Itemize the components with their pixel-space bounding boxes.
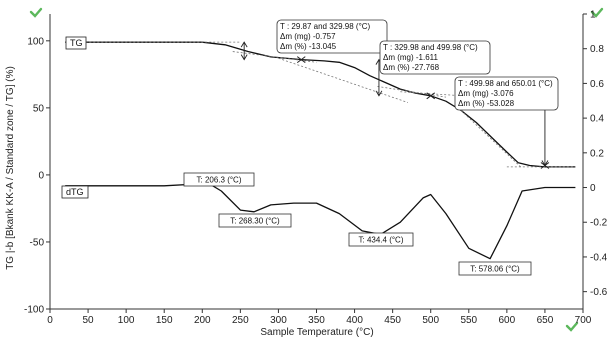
y-right-tick-label: 0.8	[590, 44, 604, 55]
x-tick-label: 400	[346, 315, 363, 326]
step-marker	[296, 56, 306, 63]
y-right-tick-label: 0.6	[590, 79, 604, 90]
x-tick-label: 150	[156, 315, 173, 326]
y-right-tick-label: 0.4	[590, 114, 604, 125]
x-tick-label: 600	[499, 315, 516, 326]
tangent-line	[460, 110, 523, 169]
step-annotation-line: Δm (%) -13.045	[280, 42, 337, 51]
green-check-icon	[565, 321, 579, 332]
step-annotation-line: Δm (mg) -1.611	[383, 53, 439, 62]
step-arrow-head-down	[375, 90, 383, 97]
x-tick-label: 250	[232, 315, 249, 326]
y-right-tick-label: 0.2	[590, 148, 604, 159]
series-label-box	[65, 36, 87, 50]
step-annotation-line: T : 329.98 and 499.98 (°C)	[383, 43, 478, 52]
step-annotation-box	[276, 19, 388, 54]
peak-label-box	[458, 261, 532, 276]
ticks: 0 50 100 150 200 250 300 350 400 450 500 550 600 650 7…	[24, 10, 608, 327]
step-arrow-head-down	[240, 54, 248, 61]
x-tick-label: 0	[47, 315, 53, 326]
x-tick-label: 350	[308, 315, 325, 326]
green-check-icon	[29, 7, 43, 18]
x-tick-label: 50	[83, 315, 95, 326]
x-tick-label: 450	[384, 315, 401, 326]
annotations: TG dTG T : 29.87 and 329.98 (°C)Δm (mg) -0…	[61, 19, 559, 276]
x-tick-label: 650	[537, 315, 554, 326]
series-label: dTG	[66, 187, 84, 197]
axes	[29, 7, 604, 332]
y-right-tick-label: -0.6	[590, 287, 608, 298]
tangent-line	[278, 57, 409, 103]
y-right-tick-label: -0.4	[590, 252, 608, 263]
y-left-tick-label: 0	[38, 170, 44, 181]
peak-label-box	[348, 232, 414, 247]
x-tick-label: 200	[194, 315, 211, 326]
x-tick-label: 500	[422, 315, 439, 326]
x-tick-label: 300	[270, 315, 287, 326]
y-right-tick-label: -0.2	[590, 218, 608, 229]
x-tick-label: 700	[575, 315, 592, 326]
step-arrow-head-up	[240, 41, 248, 48]
step-annotation-line: Δm (mg) -0.757	[280, 32, 336, 41]
step-annotation-line: T : 29.87 and 329.98 (°C)	[280, 22, 371, 31]
y-left-tick-label: -50	[30, 237, 45, 248]
step-annotation-line: Δm (%) -53.028	[458, 99, 515, 108]
peak-label: T: 434.4 (°C)	[359, 236, 404, 245]
series-line-tg	[65, 41, 576, 168]
x-axis-label: Sample Temperature (°C)	[260, 327, 373, 337]
series-layer	[65, 41, 576, 260]
y-left-tick-label: -100	[24, 305, 44, 316]
peak-label: T: 268.30 (°C)	[230, 217, 280, 226]
y-right-tick-label: 1	[590, 10, 596, 21]
y-left-tick-label: 50	[33, 103, 45, 114]
x-tick-label: 100	[118, 315, 135, 326]
peak-label: T: 206.3 (°C)	[197, 176, 242, 185]
y-right-tick-label: 0	[590, 183, 596, 194]
series-line-dtg	[65, 181, 576, 260]
tangent-line	[377, 86, 447, 98]
peak-label-box	[218, 213, 292, 228]
step-annotation-line: T : 499.98 and 650.01 (°C)	[458, 79, 553, 88]
series-label-box	[61, 185, 89, 199]
step-annotation-box	[454, 76, 559, 111]
step-annotation-box	[379, 40, 491, 75]
step-annotation-line: Δm (%) -27.768	[383, 63, 440, 72]
y-left-tick-label: 100	[27, 36, 44, 47]
step-annotation-line: Δm (mg) -3.076	[458, 89, 514, 98]
step-marker	[426, 92, 436, 100]
peak-label: T: 578.06 (°C)	[470, 265, 520, 274]
series-label: TG	[70, 38, 83, 48]
step-marker	[540, 162, 550, 169]
peak-label-box	[183, 172, 255, 187]
y-axis-label: TG |-b [Bkank KK-A / Standard zone / TG]…	[5, 66, 16, 270]
x-tick-label: 550	[460, 315, 477, 326]
green-check-icon	[590, 7, 604, 18]
